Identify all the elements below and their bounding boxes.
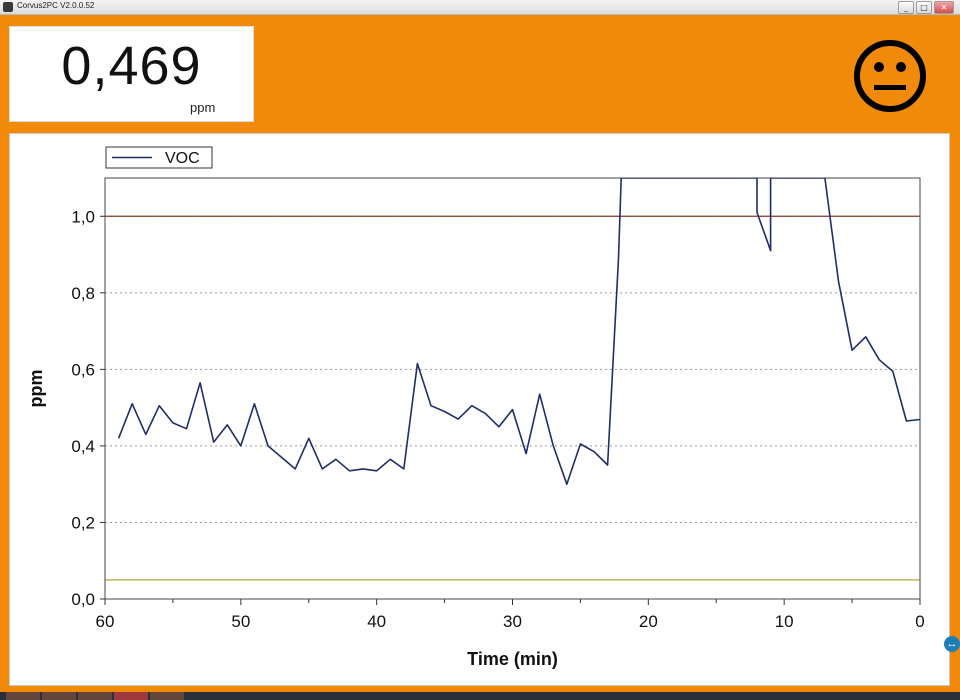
window-title: Corvus2PC V2.0.0.52 bbox=[17, 1, 95, 10]
plot-frame bbox=[104, 177, 921, 600]
x-axis-label: Time (min) bbox=[467, 649, 558, 669]
window-controls: _ □ ✕ bbox=[898, 1, 954, 14]
voc-chart: 0,0 0,2 0,4 0,6 0,8 1,0 60 50 40 30 20 10 0 Time (min… bbox=[26, 146, 925, 669]
taskbar-item[interactable] bbox=[6, 692, 40, 700]
x-tick-label: 20 bbox=[639, 612, 658, 631]
taskbar-item[interactable] bbox=[42, 692, 76, 700]
minimize-button[interactable]: _ bbox=[898, 1, 914, 14]
current-reading-unit: ppm bbox=[190, 100, 216, 115]
y-tick-label: 0,8 bbox=[71, 284, 95, 303]
app-icon bbox=[3, 2, 13, 12]
chart-panel: 0,0 0,2 0,4 0,6 0,8 1,0 60 50 40 30 20 10 0 Time (min… bbox=[9, 133, 950, 686]
close-button[interactable]: ✕ bbox=[934, 1, 954, 14]
taskbar-item[interactable] bbox=[114, 692, 148, 700]
y-tick-label: 0,6 bbox=[71, 360, 95, 379]
x-tick-label: 10 bbox=[775, 612, 794, 631]
title-bar: Corvus2PC V2.0.0.52 _ □ ✕ bbox=[0, 0, 960, 15]
taskbar bbox=[0, 692, 960, 700]
legend-label: VOC bbox=[165, 150, 200, 167]
y-tick-label: 0,4 bbox=[71, 437, 95, 456]
legend-box bbox=[105, 146, 213, 169]
y-tick-label: 0,0 bbox=[71, 590, 95, 609]
x-tick-label: 40 bbox=[367, 612, 386, 631]
x-tick-label: 30 bbox=[503, 612, 522, 631]
y-axis-label: ppm bbox=[26, 370, 46, 408]
x-tick-label: 50 bbox=[231, 612, 250, 631]
y-tick-label: 0,2 bbox=[71, 513, 95, 532]
taskbar-item[interactable] bbox=[78, 692, 112, 700]
y-tick-label: 1,0 bbox=[71, 207, 95, 226]
current-reading-value: 0,469 bbox=[61, 36, 202, 96]
series-line-voc bbox=[117, 178, 920, 486]
current-reading-panel: 0,469 ppm bbox=[9, 26, 254, 122]
x-tick-label: 60 bbox=[96, 612, 115, 631]
taskbar-item[interactable] bbox=[150, 692, 184, 700]
neutral-face-icon bbox=[854, 40, 926, 112]
maximize-button[interactable]: □ bbox=[916, 1, 932, 14]
x-tick-label: 0 bbox=[915, 612, 924, 631]
refresh-icon[interactable]: ↔ bbox=[944, 636, 960, 652]
